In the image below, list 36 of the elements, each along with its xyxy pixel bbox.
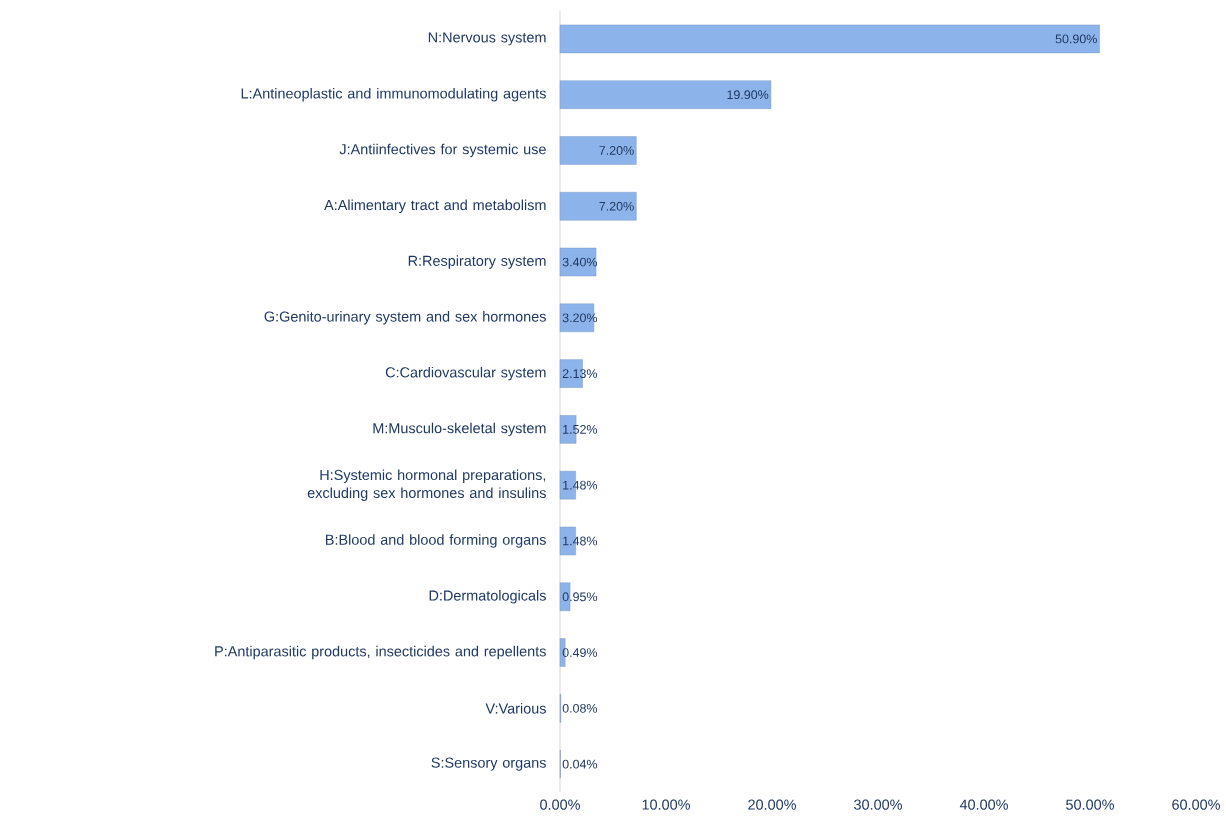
- y-tick-label: L:Antineoplastic and immunomodulating agents: [241, 87, 546, 102]
- x-tick-label: 20.00%: [748, 799, 796, 810]
- data-label: 1.48%: [563, 480, 598, 490]
- bar: [559, 24, 1100, 54]
- bar: [559, 192, 637, 221]
- y-tick-label: D:Dermatologicals: [429, 590, 546, 604]
- x-tick-label: 10.00%: [642, 799, 690, 810]
- data-label: 0.95%: [562, 592, 598, 602]
- data-label: 1.52%: [563, 425, 598, 434]
- y-tick-label: M:Musculo-skeletal system: [373, 422, 546, 437]
- data-label: 0.49%: [562, 648, 598, 657]
- x-tick-label: 50.00%: [1066, 799, 1114, 810]
- y-tick-label: H:Systemic hormonal preparations, excluding sex hormones and insulins: [307, 469, 546, 501]
- data-label: 7.20%: [599, 146, 634, 155]
- data-label: 50.90%: [1055, 34, 1097, 44]
- y-tick-label: S:Sensory organs: [431, 757, 546, 771]
- y-tick-label: V:Various: [485, 703, 546, 714]
- data-label: 19.90%: [727, 90, 769, 100]
- x-tick-label: 40.00%: [959, 799, 1008, 810]
- y-tick-label: A:Alimentary tract and metabolism: [324, 199, 546, 213]
- y-tick-label: G:Genito-urinary system and sex hormones: [264, 311, 546, 325]
- x-tick-label: 60.00%: [1172, 799, 1220, 810]
- bar: [559, 136, 637, 165]
- y-tick-label: P:Antiparasitic products, insecticides and repellents: [215, 645, 546, 660]
- data-label: 7.20%: [599, 201, 634, 211]
- y-tick-label: C:Cardiovascular system: [385, 366, 546, 381]
- y-tick-label: B:Blood and blood forming organs: [326, 534, 546, 548]
- y-tick-label: J:Antiinfectives for systemic use: [339, 143, 546, 158]
- data-label: 0.04%: [562, 759, 598, 769]
- y-tick-label: N:Nervous system: [428, 32, 546, 46]
- data-label: 0.08%: [562, 703, 598, 713]
- data-label: 1.48%: [563, 536, 598, 546]
- y-tick-label: R:Respiratory system: [408, 255, 546, 269]
- x-tick-label: 0.00%: [540, 799, 580, 810]
- bar: [559, 80, 772, 109]
- x-tick-label: 30.00%: [854, 799, 902, 810]
